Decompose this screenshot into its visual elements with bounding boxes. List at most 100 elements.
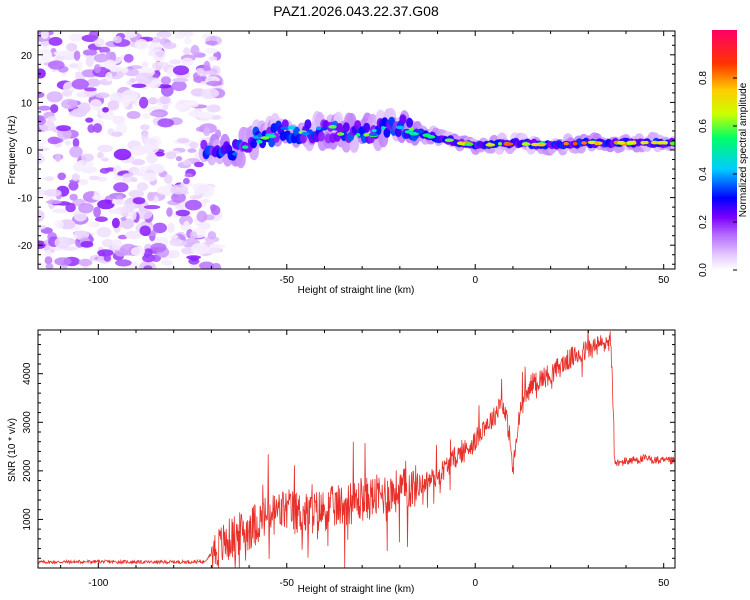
heatmap-cell xyxy=(207,231,217,240)
heatmap-cell xyxy=(208,243,222,254)
snr-ticks: -100 -50 0 50 1000 2000 3000 4000 xyxy=(22,330,675,589)
heatmap-cell xyxy=(111,239,123,251)
heatmap-cell xyxy=(530,142,541,147)
heatmap-cell xyxy=(368,132,379,137)
heatmap-cell xyxy=(190,44,200,56)
heatmap-cell xyxy=(129,209,137,221)
heatmap-cell xyxy=(184,173,193,178)
heatmap-cell xyxy=(184,36,192,45)
heatmap-cell xyxy=(121,89,138,102)
heatmap-cell xyxy=(76,159,94,168)
y-tick-label: -10 xyxy=(18,194,33,205)
heatmap-cell xyxy=(201,88,220,98)
heatmap-cell xyxy=(170,184,189,195)
heatmap-cell xyxy=(128,189,145,198)
heatmap-cell xyxy=(89,99,103,111)
heatmap-cell xyxy=(444,138,454,142)
heatmap-cell xyxy=(204,47,218,54)
heatmap-cell xyxy=(383,127,391,138)
heatmap-cell xyxy=(181,57,194,66)
heatmap-cell xyxy=(174,103,187,110)
heatmap-cell xyxy=(132,197,146,205)
y-tick-label: 2000 xyxy=(22,459,33,482)
heatmap-cell xyxy=(101,157,109,162)
heatmap-cell xyxy=(669,141,675,146)
heatmap-cell xyxy=(150,36,161,44)
y-tick-label: -20 xyxy=(18,241,33,252)
heatmap-cell xyxy=(103,254,112,262)
heatmap-cell xyxy=(163,174,173,184)
heatmap-cell xyxy=(71,173,80,182)
heatmap-cell xyxy=(38,224,46,230)
heatmap-cell xyxy=(190,256,198,262)
heatmap-cell xyxy=(200,139,208,150)
heatmap-cell xyxy=(206,104,221,113)
heatmap-cell xyxy=(44,249,52,257)
heatmap-cell xyxy=(267,134,277,139)
heatmap-cell xyxy=(161,259,173,266)
heatmap-cell xyxy=(111,208,122,214)
heatmap-cell xyxy=(38,210,45,222)
heatmap-cell xyxy=(150,242,167,253)
heatmap-cell xyxy=(260,136,270,140)
heatmap-cell xyxy=(381,126,386,130)
heatmap-cell xyxy=(76,60,83,73)
heatmap-cell xyxy=(183,220,190,231)
heatmap-cell xyxy=(206,80,223,86)
heatmap-cell xyxy=(203,60,211,73)
heatmap-cell xyxy=(120,218,135,230)
x-tick-label: 0 xyxy=(472,275,478,286)
heatmap-cell xyxy=(147,50,155,57)
heatmap-cell xyxy=(250,138,258,149)
chart-title: PAZ1.2026.043.22.37.G08 xyxy=(273,3,439,19)
heatmap-cell xyxy=(257,133,263,138)
y-tick-label: 20 xyxy=(21,51,33,62)
heatmap-cell xyxy=(176,137,190,144)
y-tick-label: 1000 xyxy=(22,508,33,531)
heatmap-cell xyxy=(131,83,147,89)
heatmap-cell xyxy=(40,31,49,40)
heatmap-cell xyxy=(156,31,172,38)
heatmap-cell xyxy=(256,139,263,144)
snr-frame xyxy=(37,329,676,569)
heatmap-cell xyxy=(95,92,110,99)
heatmap-cell xyxy=(65,202,76,213)
heatmap-cell xyxy=(113,35,122,44)
y-tick-label: 0 xyxy=(26,146,32,157)
heatmap-cell xyxy=(86,78,101,87)
heatmap-cell xyxy=(210,204,217,212)
heatmap-cell xyxy=(121,67,129,74)
heatmap-cell xyxy=(208,56,218,61)
colorbar-tick-label: 0.8 xyxy=(698,71,709,85)
heatmap-cell xyxy=(51,138,64,144)
heatmap-cell xyxy=(142,61,148,68)
heatmap-cell xyxy=(464,142,474,146)
heatmap-cell xyxy=(113,148,132,161)
heatmap-cell xyxy=(117,234,128,240)
spectrogram-heatmap xyxy=(38,31,675,269)
heatmap-cell xyxy=(61,90,73,97)
heatmap-cell xyxy=(68,181,79,191)
heatmap-cell xyxy=(355,133,361,137)
heatmap-cell xyxy=(130,177,138,183)
heatmap-cell xyxy=(174,33,185,40)
snr-y-axis-label: SNR (10 * v/v) xyxy=(7,418,18,482)
heatmap-cell xyxy=(572,141,578,146)
heatmap-cell xyxy=(44,189,62,197)
heatmap-cell xyxy=(80,241,94,248)
heatmap-cell xyxy=(140,124,150,131)
heatmap-cell xyxy=(171,80,187,92)
heatmap-cell xyxy=(46,199,62,205)
x-tick-label: 0 xyxy=(472,578,478,589)
heatmap-cell xyxy=(81,165,97,174)
spectrogram-y-axis-label: Frequency (Hz) xyxy=(7,116,18,185)
colorbar-tick-label: 0.6 xyxy=(698,119,709,133)
heatmap-cell xyxy=(99,167,110,174)
heatmap-cell xyxy=(199,261,215,269)
heatmap-cell xyxy=(194,161,204,168)
heatmap-cell xyxy=(205,40,218,46)
heatmap-cell xyxy=(166,207,173,217)
x-tick-label: -50 xyxy=(280,578,295,589)
heatmap-cell xyxy=(78,178,89,186)
heatmap-cell xyxy=(121,173,134,183)
